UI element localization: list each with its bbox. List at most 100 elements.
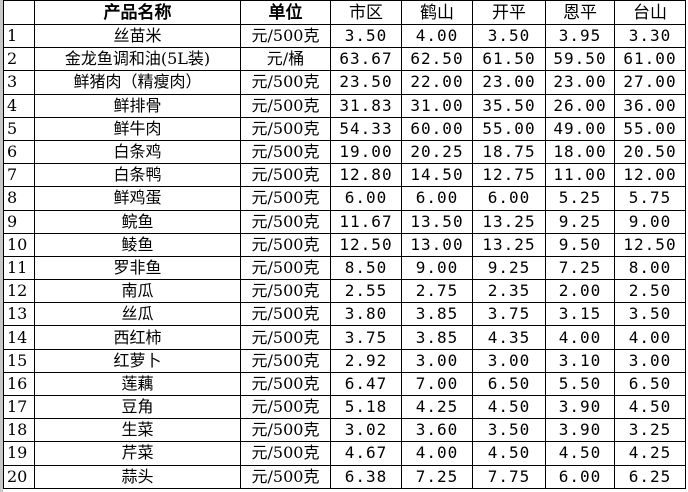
cell-index: 10	[3, 232, 35, 257]
cell-unit: 元/500克	[240, 464, 331, 489]
cell-kaiping: 4.50	[472, 394, 546, 420]
cell-unit: 元/500克	[240, 348, 331, 373]
cell-product-name: 南瓜	[34, 279, 241, 304]
cell-product-name: 豆角	[34, 394, 241, 420]
cell-enping: 11.00	[545, 163, 615, 188]
cell-heshan: 3.85	[401, 302, 473, 327]
cell-index: 15	[3, 348, 35, 373]
cell-heshan: 2.75	[401, 279, 473, 304]
header-index	[3, 0, 35, 25]
header-row: 产品名称 单位 市区 鹤山 开平 恩平 台山	[3, 0, 686, 25]
cell-product-name: 生菜	[34, 418, 241, 443]
cell-kaiping: 13.25	[472, 209, 546, 234]
table-row: 1 丝苗米 元/500克 3.50 4.00 3.50 3.95 3.30	[3, 23, 686, 49]
cell-product-name: 红萝卜	[34, 348, 241, 373]
cell-taishan: 8.00	[614, 255, 686, 281]
header-kaiping: 开平	[472, 0, 546, 25]
cell-kaiping: 3.75	[472, 302, 546, 327]
cell-kaiping: 55.00	[472, 116, 546, 141]
table-row: 17 豆角 元/500克 5.18 4.25 4.50 3.90 4.50	[3, 394, 686, 420]
cell-kaiping: 9.25	[472, 255, 546, 281]
cell-index: 16	[3, 371, 35, 397]
cell-kaiping: 7.75	[472, 464, 546, 489]
cell-kaiping: 23.00	[472, 70, 546, 95]
cell-kaiping: 6.00	[472, 186, 546, 211]
cell-heshan: 13.50	[401, 209, 473, 234]
cell-index: 13	[3, 302, 35, 327]
cell-product-name: 莲藕	[34, 371, 241, 397]
cell-enping: 59.50	[545, 47, 615, 72]
cell-shiqu: 6.00	[330, 186, 402, 211]
cell-shiqu: 3.80	[330, 302, 402, 327]
cell-heshan: 13.00	[401, 232, 473, 257]
cell-shiqu: 12.80	[330, 163, 402, 188]
cell-index: 9	[3, 209, 35, 234]
table-row: 12 南瓜 元/500克 2.55 2.75 2.35 2.00 2.50	[3, 279, 686, 304]
table-row: 16 莲藕 元/500克 6.47 7.00 6.50 5.50 6.50	[3, 371, 686, 397]
cell-enping: 6.00	[545, 464, 615, 489]
cell-enping: 18.00	[545, 139, 615, 165]
cell-index: 14	[3, 325, 35, 350]
cell-index: 6	[3, 139, 35, 165]
cell-taishan: 61.00	[614, 47, 686, 72]
cell-shiqu: 3.02	[330, 418, 402, 443]
cell-heshan: 4.00	[401, 441, 473, 466]
cell-taishan: 6.25	[614, 464, 686, 489]
cell-heshan: 3.00	[401, 348, 473, 373]
cell-product-name: 白条鸭	[34, 163, 241, 188]
cell-kaiping: 2.35	[472, 279, 546, 304]
cell-unit: 元/500克	[240, 23, 331, 49]
cell-shiqu: 8.50	[330, 255, 402, 281]
cell-enping: 26.00	[545, 93, 615, 118]
cell-enping: 4.50	[545, 441, 615, 466]
table-row: 15 红萝卜 元/500克 2.92 3.00 3.00 3.10 3.00	[3, 348, 686, 373]
cell-unit: 元/500克	[240, 116, 331, 141]
cell-unit: 元/500克	[240, 371, 331, 397]
cell-kaiping: 3.50	[472, 418, 546, 443]
cell-heshan: 14.50	[401, 163, 473, 188]
cell-shiqu: 54.33	[330, 116, 402, 141]
cell-kaiping: 4.35	[472, 325, 546, 350]
cell-index: 20	[3, 464, 35, 489]
cell-shiqu: 63.67	[330, 47, 402, 72]
table-row: 18 生菜 元/500克 3.02 3.60 3.50 3.90 3.25	[3, 418, 686, 443]
table-row: 14 西红柿 元/500克 3.75 3.85 4.35 4.00 4.00	[3, 325, 686, 350]
cell-index: 17	[3, 394, 35, 420]
table-row: 2 金龙鱼调和油(5L装) 元/桶 63.67 62.50 61.50 59.50 61.00	[3, 47, 686, 72]
cell-shiqu: 3.75	[330, 325, 402, 350]
cell-heshan: 22.00	[401, 70, 473, 95]
cell-shiqu: 2.92	[330, 348, 402, 373]
table-row: 4 鲜排骨 元/500克 31.83 31.00 35.50 26.00 36.00	[3, 93, 686, 118]
table-row: 7 白条鸭 元/500克 12.80 14.50 12.75 11.00 12.00	[3, 163, 686, 188]
header-heshan: 鹤山	[401, 0, 473, 25]
cell-unit: 元/500克	[240, 209, 331, 234]
table-row: 11 罗非鱼 元/500克 8.50 9.00 9.25 7.25 8.00	[3, 255, 686, 281]
cell-shiqu: 31.83	[330, 93, 402, 118]
cell-taishan: 6.50	[614, 371, 686, 397]
cell-heshan: 60.00	[401, 116, 473, 141]
cell-shiqu: 6.47	[330, 371, 402, 397]
cell-unit: 元/500克	[240, 279, 331, 304]
cell-kaiping: 3.50	[472, 23, 546, 49]
cell-product-name: 蒜头	[34, 464, 241, 489]
cell-product-name: 丝瓜	[34, 302, 241, 327]
cell-taishan: 5.75	[614, 186, 686, 211]
cell-index: 5	[3, 116, 35, 141]
cell-product-name: 罗非鱼	[34, 255, 241, 281]
cell-enping: 3.90	[545, 418, 615, 443]
cell-heshan: 62.50	[401, 47, 473, 72]
cell-kaiping: 13.25	[472, 232, 546, 257]
cell-product-name: 鲜鸡蛋	[34, 186, 241, 211]
cell-heshan: 3.85	[401, 325, 473, 350]
cell-enping: 3.90	[545, 394, 615, 420]
cell-unit: 元/500克	[240, 232, 331, 257]
cell-taishan: 36.00	[614, 93, 686, 118]
cell-taishan: 20.50	[614, 139, 686, 165]
cell-unit: 元/500克	[240, 186, 331, 211]
cell-kaiping: 18.75	[472, 139, 546, 165]
cell-taishan: 4.50	[614, 394, 686, 420]
header-enping: 恩平	[545, 0, 615, 25]
cell-product-name: 丝苗米	[34, 23, 241, 49]
table-row: 13 丝瓜 元/500克 3.80 3.85 3.75 3.15 3.50	[3, 302, 686, 327]
cell-index: 8	[3, 186, 35, 211]
